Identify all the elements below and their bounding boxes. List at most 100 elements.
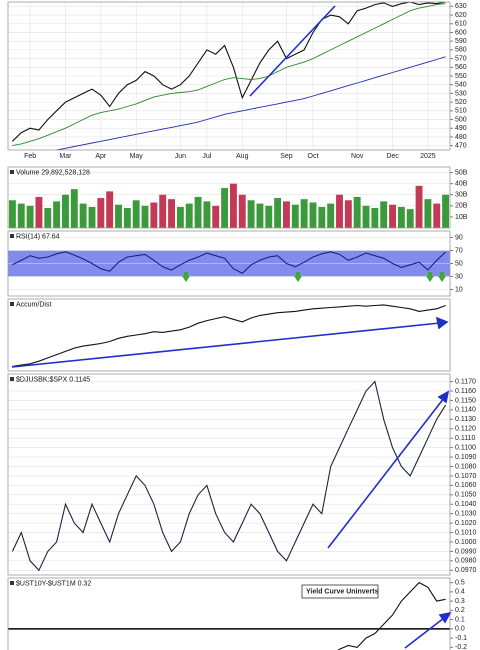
y-tick-label: 550: [455, 73, 467, 80]
y-tick-label: 0.1130: [455, 416, 476, 423]
trend-line: [249, 5, 336, 97]
bar: [194, 196, 202, 228]
bar: [309, 202, 317, 228]
panel-frame: [7, 166, 451, 229]
bar: [203, 201, 211, 228]
y-tick-label: 500: [455, 116, 467, 123]
panel-frame: [7, 373, 451, 576]
bar: [141, 205, 149, 228]
bar: [62, 194, 69, 228]
signal-arrow: [294, 272, 302, 282]
arrow-head: [437, 390, 450, 404]
y-tick-label: 0.1070: [455, 473, 477, 480]
trend-line: [327, 397, 445, 549]
bar: [442, 194, 450, 228]
bar: [318, 206, 326, 228]
y-tick-label: 0.4: [455, 589, 465, 596]
bar: [371, 208, 379, 228]
bar: [389, 204, 396, 228]
y-tick-label: 600: [455, 29, 467, 36]
plot: [8, 172, 450, 228]
title-marker: [10, 377, 14, 381]
plot: [8, 581, 450, 650]
y-tick-label: 0.1170: [455, 378, 476, 385]
y-tick-label: 0.1100: [455, 444, 476, 451]
bar: [35, 196, 43, 228]
series-line: [337, 581, 446, 650]
bar: [8, 200, 16, 228]
y-tick-label: 0.1030: [455, 511, 477, 518]
x-tick-label: Nov: [351, 153, 364, 160]
panel-frame: [7, 298, 451, 372]
bar: [106, 191, 114, 228]
x-tick-label: Oct: [308, 153, 319, 160]
panel: -0.2 -0.1 0.0 0.1 0.2 0.3 0.4 0.5 $UST10Y-$UST1M…: [7, 577, 467, 650]
bar: [362, 205, 370, 228]
y-tick-label: 50B: [455, 169, 468, 176]
bar: [380, 201, 388, 228]
panel: 10 30 50 70 90 RSI(14) 67.64: [7, 230, 463, 297]
series-line: [12, 2, 446, 142]
bar: [159, 194, 167, 228]
signal-arrow: [182, 272, 190, 282]
y-tick-label: 590: [455, 38, 467, 45]
title-marker: [10, 581, 14, 585]
x-tick-label: 2025: [420, 153, 436, 160]
arrow-head: [438, 611, 452, 624]
panel-title: Volume 29,892,528,128: [16, 169, 90, 176]
series-line: [12, 304, 446, 367]
bar: [327, 203, 335, 228]
bar: [212, 205, 220, 228]
x-tick-label: Apr: [95, 153, 107, 160]
y-tick-label: 0.2: [455, 607, 465, 614]
y-tick-label: 10: [455, 286, 463, 293]
y-tick-label: 0.1040: [455, 501, 477, 508]
x-tick-label: Mar: [59, 153, 72, 160]
bar: [353, 196, 361, 228]
y-tick-label: 620: [455, 12, 467, 19]
x-tick-label: Sep: [280, 153, 293, 160]
bar: [221, 188, 229, 228]
bar: [256, 203, 264, 228]
title-marker: [10, 302, 14, 306]
series-line: [54, 56, 446, 150]
y-tick-label: 0.0: [455, 626, 465, 633]
bar: [44, 208, 52, 228]
y-tick-label: 470: [455, 142, 467, 149]
plot: [8, 237, 450, 290]
bar: [229, 183, 237, 228]
arrow-head: [435, 316, 449, 330]
y-tick-label: -0.2: [455, 644, 467, 650]
y-tick-label: 90: [455, 234, 463, 241]
y-tick-label: 0.1090: [455, 454, 477, 461]
series-line: [12, 3, 446, 147]
bar: [265, 205, 273, 228]
trend-line: [404, 617, 445, 649]
bar: [283, 201, 290, 228]
panel-title: $UST10Y-$UST1M 0.32: [16, 580, 91, 587]
y-tick-label: 0.0970: [455, 567, 477, 574]
y-tick-label: 0.0990: [455, 548, 477, 555]
panel-title: Accum/Dist: [16, 301, 51, 308]
panel-frame: [7, 577, 451, 650]
y-tick-label: 0.5: [455, 579, 465, 586]
y-tick-label: 40B: [455, 180, 468, 187]
trend-lines: [11, 5, 452, 649]
bar: [291, 204, 299, 228]
bar: [300, 199, 308, 228]
title-marker: [10, 234, 14, 238]
y-tick-label: 0.1120: [455, 426, 476, 433]
bar: [79, 203, 87, 228]
bar: [132, 200, 140, 228]
bar: [17, 203, 25, 228]
y-tick-label: 30: [455, 273, 463, 280]
y-tick-label: 0.1150: [455, 397, 476, 404]
y-tick-label: 0.3: [455, 598, 465, 605]
y-tick-label: 570: [455, 55, 467, 62]
y-tick-label: 20B: [455, 203, 468, 210]
y-tick-label: 50: [455, 260, 463, 267]
x-tick-label: Dec: [386, 153, 399, 160]
y-tick-label: 540: [455, 82, 467, 89]
